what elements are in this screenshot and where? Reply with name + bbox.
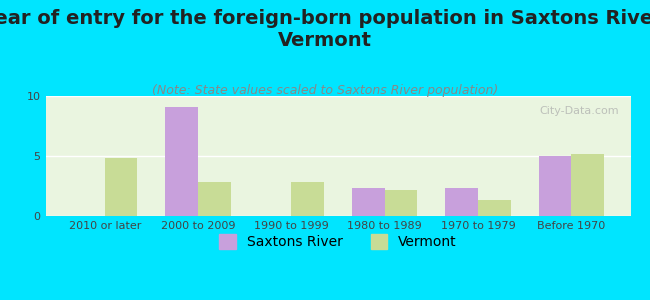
Bar — [539, 156, 571, 216]
Bar — [165, 107, 198, 216]
Bar — [291, 182, 324, 216]
Bar — [385, 190, 417, 216]
Bar — [478, 200, 511, 216]
Bar — [571, 154, 604, 216]
Bar — [352, 188, 385, 216]
Text: (Note: State values scaled to Saxtons River population): (Note: State values scaled to Saxtons Ri… — [152, 84, 498, 97]
Text: City-Data.com: City-Data.com — [539, 106, 619, 116]
Legend: Saxtons River, Vermont: Saxtons River, Vermont — [214, 229, 462, 255]
Bar — [198, 182, 231, 216]
Text: Year of entry for the foreign-born population in Saxtons River,
Vermont: Year of entry for the foreign-born popul… — [0, 9, 650, 50]
Bar — [105, 158, 137, 216]
Bar — [445, 188, 478, 216]
